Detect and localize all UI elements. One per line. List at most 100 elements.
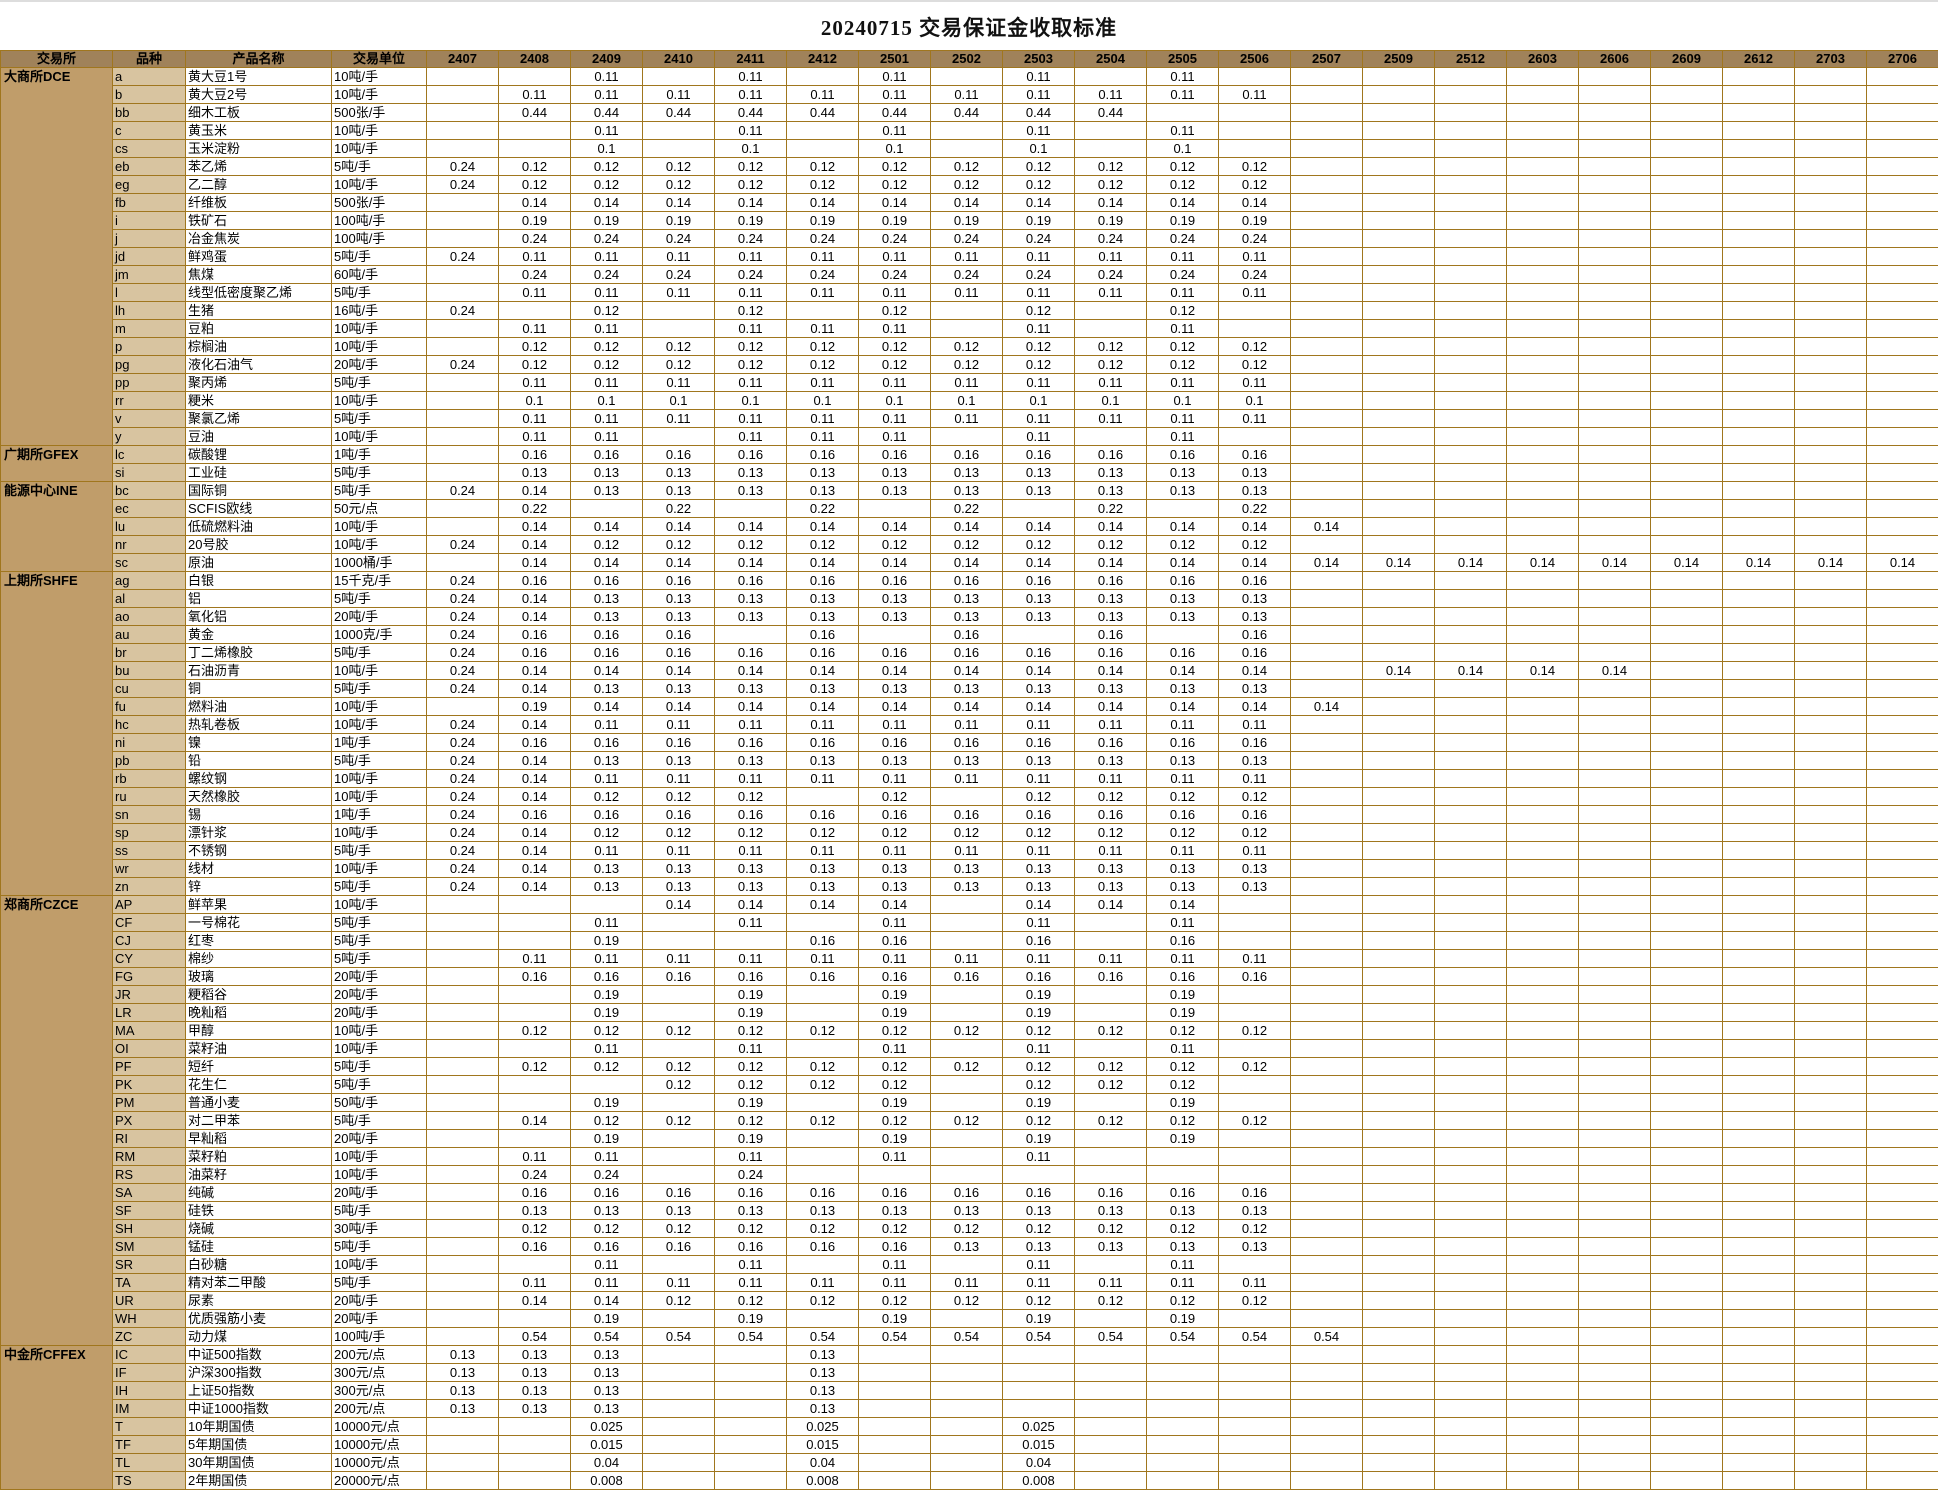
margin-rate-cell[interactable] bbox=[1434, 535, 1507, 554]
margin-rate-cell[interactable] bbox=[1722, 229, 1795, 248]
margin-rate-cell[interactable]: 0.11 bbox=[786, 85, 859, 104]
margin-rate-cell[interactable]: 0.13 bbox=[1218, 481, 1291, 500]
product-name-cell[interactable]: 液化石油气 bbox=[185, 355, 332, 374]
margin-rate-cell[interactable] bbox=[1794, 1165, 1867, 1184]
margin-rate-cell[interactable]: 0.11 bbox=[930, 283, 1003, 302]
margin-rate-cell[interactable]: 0.19 bbox=[1146, 1093, 1219, 1112]
margin-rate-cell[interactable]: 0.11 bbox=[858, 283, 931, 302]
margin-rate-cell[interactable] bbox=[1578, 301, 1651, 320]
margin-rate-cell[interactable] bbox=[1362, 1075, 1435, 1094]
margin-rate-cell[interactable] bbox=[426, 1111, 499, 1130]
margin-rate-cell[interactable] bbox=[1578, 445, 1651, 464]
margin-rate-cell[interactable]: 0.025 bbox=[1002, 1417, 1075, 1436]
margin-rate-cell[interactable]: 0.12 bbox=[714, 1111, 787, 1130]
margin-rate-cell[interactable] bbox=[1434, 481, 1507, 500]
margin-rate-cell[interactable]: 0.16 bbox=[498, 733, 571, 752]
trading-unit-cell[interactable]: 10吨/手 bbox=[331, 823, 427, 842]
margin-rate-cell[interactable]: 0.11 bbox=[642, 409, 715, 428]
margin-rate-cell[interactable] bbox=[1362, 967, 1435, 986]
margin-rate-cell[interactable]: 0.11 bbox=[1146, 1273, 1219, 1292]
margin-rate-cell[interactable]: 0.24 bbox=[498, 265, 571, 284]
margin-rate-cell[interactable] bbox=[642, 319, 715, 338]
margin-rate-cell[interactable]: 0.14 bbox=[498, 1111, 571, 1130]
margin-rate-cell[interactable] bbox=[930, 1345, 1003, 1364]
margin-rate-cell[interactable] bbox=[1866, 319, 1938, 338]
margin-rate-cell[interactable]: 0.13 bbox=[570, 481, 643, 500]
margin-rate-cell[interactable] bbox=[1722, 1273, 1795, 1292]
margin-rate-cell[interactable] bbox=[1650, 769, 1723, 788]
margin-rate-cell[interactable] bbox=[1578, 157, 1651, 176]
margin-rate-cell[interactable] bbox=[1794, 85, 1867, 104]
margin-rate-cell[interactable]: 0.12 bbox=[642, 1111, 715, 1130]
margin-rate-cell[interactable] bbox=[1290, 1435, 1363, 1454]
margin-rate-cell[interactable]: 0.13 bbox=[1146, 463, 1219, 482]
margin-rate-cell[interactable] bbox=[1722, 913, 1795, 932]
margin-rate-cell[interactable]: 0.16 bbox=[498, 445, 571, 464]
margin-rate-cell[interactable] bbox=[1578, 1129, 1651, 1148]
margin-rate-cell[interactable] bbox=[1362, 823, 1435, 842]
margin-rate-cell[interactable]: 0.11 bbox=[570, 85, 643, 104]
margin-rate-cell[interactable] bbox=[1506, 1471, 1579, 1490]
margin-rate-cell[interactable]: 0.11 bbox=[858, 1273, 931, 1292]
margin-rate-cell[interactable] bbox=[1290, 769, 1363, 788]
margin-rate-cell[interactable]: 0.12 bbox=[1146, 1075, 1219, 1094]
margin-rate-cell[interactable] bbox=[1722, 805, 1795, 824]
margin-rate-cell[interactable]: 0.19 bbox=[570, 1003, 643, 1022]
margin-rate-cell[interactable]: 0.12 bbox=[786, 355, 859, 374]
margin-rate-cell[interactable]: 0.16 bbox=[858, 1237, 931, 1256]
margin-rate-cell[interactable]: 0.11 bbox=[1074, 85, 1147, 104]
margin-rate-cell[interactable]: 0.24 bbox=[426, 841, 499, 860]
margin-rate-cell[interactable]: 0.12 bbox=[858, 1291, 931, 1310]
product-code-cell[interactable]: zn bbox=[112, 877, 186, 896]
margin-rate-cell[interactable] bbox=[1722, 967, 1795, 986]
margin-rate-cell[interactable] bbox=[498, 1093, 571, 1112]
margin-rate-cell[interactable] bbox=[1506, 1021, 1579, 1040]
margin-rate-cell[interactable] bbox=[1578, 1237, 1651, 1256]
margin-rate-cell[interactable] bbox=[1794, 409, 1867, 428]
margin-rate-cell[interactable]: 0.12 bbox=[498, 175, 571, 194]
product-name-cell[interactable]: 聚氯乙烯 bbox=[185, 409, 332, 428]
margin-rate-cell[interactable] bbox=[1074, 1345, 1147, 1364]
margin-rate-cell[interactable] bbox=[1722, 337, 1795, 356]
col-header-name[interactable]: 产品名称 bbox=[185, 50, 332, 68]
margin-rate-cell[interactable] bbox=[1362, 355, 1435, 374]
margin-rate-cell[interactable] bbox=[1578, 265, 1651, 284]
margin-rate-cell[interactable] bbox=[1578, 751, 1651, 770]
product-code-cell[interactable]: nr bbox=[112, 535, 186, 554]
margin-rate-cell[interactable]: 0.12 bbox=[786, 337, 859, 356]
margin-rate-cell[interactable]: 0.1 bbox=[858, 391, 931, 410]
margin-rate-cell[interactable] bbox=[1146, 499, 1219, 518]
margin-rate-cell[interactable]: 0.16 bbox=[498, 625, 571, 644]
margin-rate-cell[interactable] bbox=[1794, 895, 1867, 914]
margin-rate-cell[interactable] bbox=[1290, 1075, 1363, 1094]
margin-rate-cell[interactable] bbox=[1362, 1183, 1435, 1202]
margin-rate-cell[interactable]: 0.12 bbox=[642, 355, 715, 374]
product-name-cell[interactable]: 工业硅 bbox=[185, 463, 332, 482]
margin-rate-cell[interactable]: 0.11 bbox=[858, 427, 931, 446]
product-code-cell[interactable]: bb bbox=[112, 103, 186, 122]
margin-rate-cell[interactable]: 0.11 bbox=[714, 283, 787, 302]
margin-rate-cell[interactable] bbox=[714, 1471, 787, 1490]
margin-rate-cell[interactable] bbox=[1866, 949, 1938, 968]
product-name-cell[interactable]: 铜 bbox=[185, 679, 332, 698]
margin-rate-cell[interactable]: 0.12 bbox=[1074, 157, 1147, 176]
margin-rate-cell[interactable] bbox=[1218, 1345, 1291, 1364]
trading-unit-cell[interactable]: 5吨/手 bbox=[331, 481, 427, 500]
margin-rate-cell[interactable] bbox=[858, 1471, 931, 1490]
margin-rate-cell[interactable]: 0.11 bbox=[714, 409, 787, 428]
margin-rate-cell[interactable]: 0.16 bbox=[714, 967, 787, 986]
margin-rate-cell[interactable]: 0.12 bbox=[1074, 1291, 1147, 1310]
margin-rate-cell[interactable] bbox=[930, 931, 1003, 950]
margin-rate-cell[interactable] bbox=[1290, 445, 1363, 464]
margin-rate-cell[interactable]: 0.12 bbox=[498, 355, 571, 374]
margin-rate-cell[interactable] bbox=[858, 1417, 931, 1436]
margin-rate-cell[interactable]: 0.14 bbox=[498, 859, 571, 878]
margin-rate-cell[interactable] bbox=[426, 1417, 499, 1436]
margin-rate-cell[interactable] bbox=[1650, 859, 1723, 878]
margin-rate-cell[interactable]: 0.13 bbox=[1218, 463, 1291, 482]
margin-rate-cell[interactable]: 0.13 bbox=[1074, 1237, 1147, 1256]
margin-rate-cell[interactable]: 0.13 bbox=[426, 1345, 499, 1364]
margin-rate-cell[interactable] bbox=[1290, 499, 1363, 518]
margin-rate-cell[interactable]: 0.16 bbox=[1074, 967, 1147, 986]
margin-rate-cell[interactable]: 0.14 bbox=[1146, 697, 1219, 716]
